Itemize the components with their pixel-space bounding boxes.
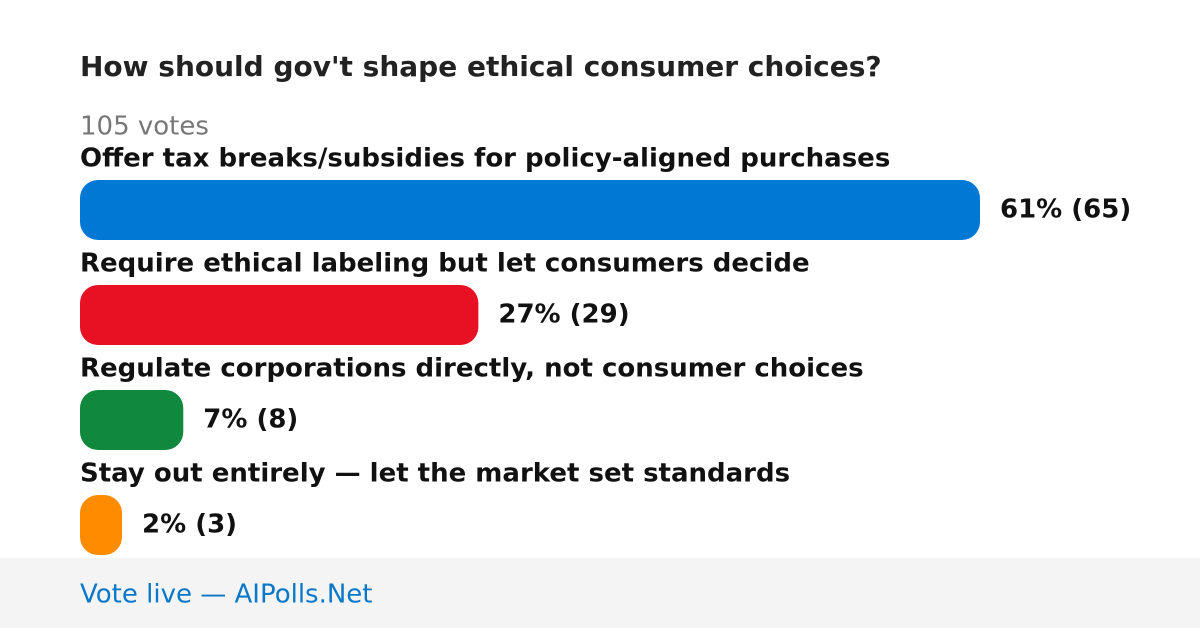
- bar: [80, 285, 479, 345]
- value-label: 7% (8): [203, 405, 298, 435]
- bar: [80, 180, 980, 240]
- value-label: 27% (29): [498, 300, 629, 330]
- option-label: Require ethical labeling but let consume…: [80, 249, 810, 279]
- value-label: 2% (3): [142, 510, 237, 540]
- subtitle: 105 votes: [80, 112, 209, 142]
- option-label: Offer tax breaks/subsidies for policy-al…: [80, 144, 890, 174]
- bar: [80, 390, 184, 450]
- bar: [80, 495, 122, 555]
- option-label: Regulate corporations directly, not cons…: [80, 354, 864, 384]
- chart-title: How should gov't shape ethical consumer …: [80, 50, 882, 83]
- footer-band: [0, 558, 1200, 628]
- value-label: 61% (65): [1000, 195, 1131, 225]
- footer-link[interactable]: Vote live — AIPolls.Net: [80, 580, 373, 610]
- option-label: Stay out entirely — let the market set s…: [80, 459, 790, 489]
